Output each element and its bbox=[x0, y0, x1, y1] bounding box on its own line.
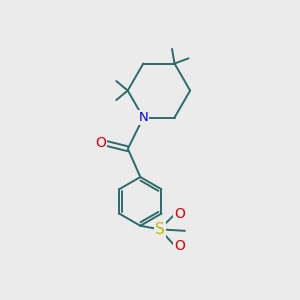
Text: N: N bbox=[138, 111, 148, 124]
Text: S: S bbox=[155, 222, 164, 237]
Text: O: O bbox=[174, 207, 185, 220]
Text: O: O bbox=[95, 136, 106, 150]
Text: O: O bbox=[174, 239, 185, 253]
